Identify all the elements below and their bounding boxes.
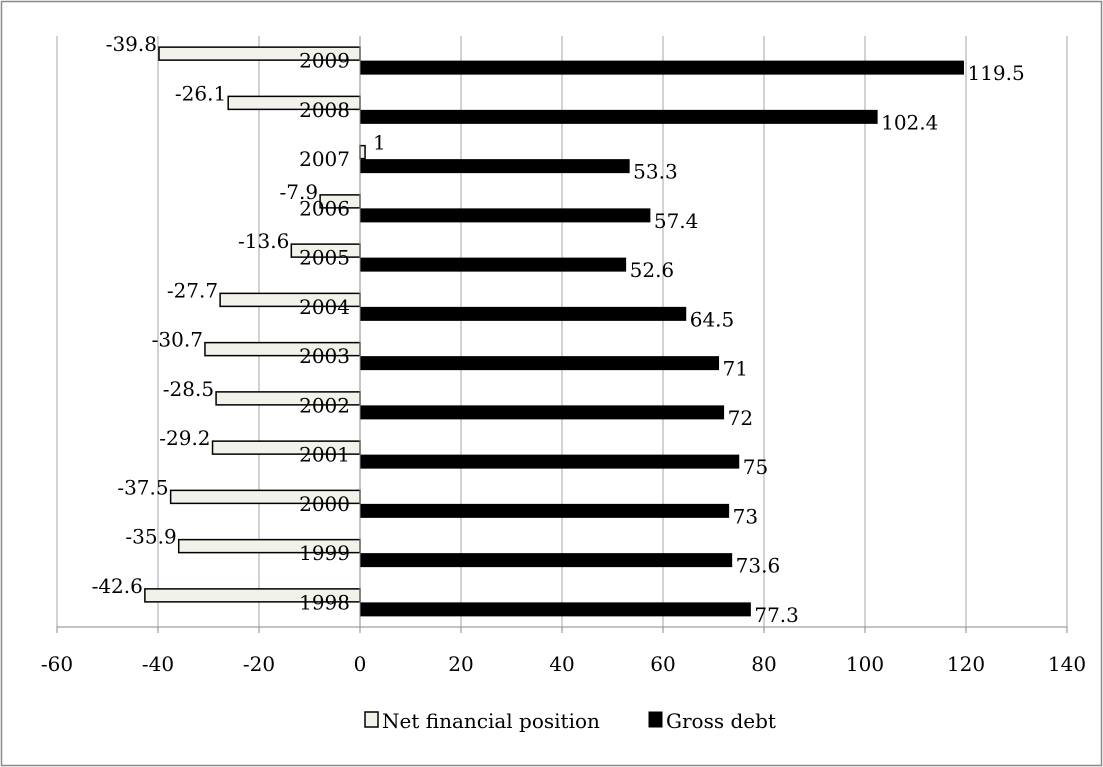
bar-gross-debt [359, 257, 627, 272]
data-label-gross: 119.5 [967, 61, 1024, 85]
data-label-net: -42.6 [92, 574, 143, 598]
bar-gross-debt [359, 159, 630, 174]
category-label: 2001 [299, 443, 350, 467]
data-labels: 1998 -42.6 77.3 1999 -35.9 73.6 2000 -37.5 73 200… [92, 32, 1025, 627]
x-tick-label: 100 [846, 652, 884, 676]
data-label-net: 1 [373, 131, 386, 155]
bar-gross-debt [359, 503, 730, 518]
category-label: 2003 [299, 344, 350, 368]
data-label-net: -13.6 [238, 229, 289, 253]
data-label-net: -29.2 [159, 426, 210, 450]
category-label: 2008 [299, 98, 350, 122]
x-tick-label: 20 [448, 652, 473, 676]
bar-gross-debt [359, 553, 733, 568]
data-label-net: -7.9 [280, 180, 319, 204]
bar-net-financial-position [359, 144, 366, 160]
category-label: 2000 [299, 492, 350, 516]
data-label-gross: 71 [723, 357, 748, 381]
category-label: 2004 [299, 295, 350, 319]
data-label-net: -30.7 [152, 328, 203, 352]
data-label-gross: 52.6 [630, 258, 675, 282]
x-tick-label: 80 [751, 652, 776, 676]
data-label-gross: 72 [728, 406, 753, 430]
x-tick-label: -40 [142, 652, 174, 676]
x-axis: -60 -40 -20 0 20 40 60 80 100 120 140 [41, 36, 1086, 676]
x-tick-label: -20 [243, 652, 275, 676]
bar-gross-debt [359, 60, 964, 75]
data-label-net: -37.5 [117, 475, 168, 499]
bars [144, 46, 964, 617]
data-label-net: -39.8 [106, 32, 157, 56]
x-tick-label: 120 [947, 652, 985, 676]
category-label: 1998 [299, 590, 350, 614]
category-label: 2009 [299, 49, 350, 73]
data-label-gross: 75 [743, 455, 768, 479]
x-tick-label: -60 [41, 652, 73, 676]
bar-gross-debt [359, 208, 651, 223]
x-tick-label: 0 [354, 652, 367, 676]
data-label-gross: 73 [733, 504, 758, 528]
data-label-gross: 57.4 [654, 209, 699, 233]
legend-label-net-financial-position: Net financial position [382, 709, 600, 733]
category-label: 2005 [299, 246, 350, 270]
data-label-net: -35.9 [125, 525, 176, 549]
data-label-net: -26.1 [175, 81, 226, 105]
x-tick-label: 60 [650, 652, 675, 676]
category-label: 1999 [299, 541, 350, 565]
data-label-gross: 102.4 [881, 110, 938, 134]
legend-swatch-net-financial-position [364, 711, 379, 728]
data-label-gross: 64.5 [690, 307, 735, 331]
bar-gross-debt [359, 306, 687, 321]
legend: Net financial position Gross debt [364, 709, 776, 733]
x-tick-label: 40 [549, 652, 574, 676]
category-label: 2006 [299, 196, 350, 220]
bar-gross-debt [359, 405, 725, 420]
data-label-gross: 53.3 [633, 160, 678, 184]
bar-gross-debt [359, 454, 740, 469]
bar-gross-debt [359, 109, 878, 124]
category-label: 2002 [299, 393, 350, 417]
data-label-gross: 77.3 [754, 603, 799, 627]
category-label: 2007 [299, 147, 350, 171]
bar-gross-debt [359, 356, 720, 371]
x-tick-label: 140 [1048, 652, 1086, 676]
data-label-gross: 73.6 [736, 554, 781, 578]
data-label-net: -28.5 [163, 377, 214, 401]
legend-swatch-gross-debt [648, 711, 663, 728]
grid-lines [56, 36, 1068, 627]
bar-gross-debt [359, 602, 751, 617]
legend-label-gross-debt: Gross debt [666, 709, 776, 733]
data-label-net: -27.7 [167, 278, 218, 302]
